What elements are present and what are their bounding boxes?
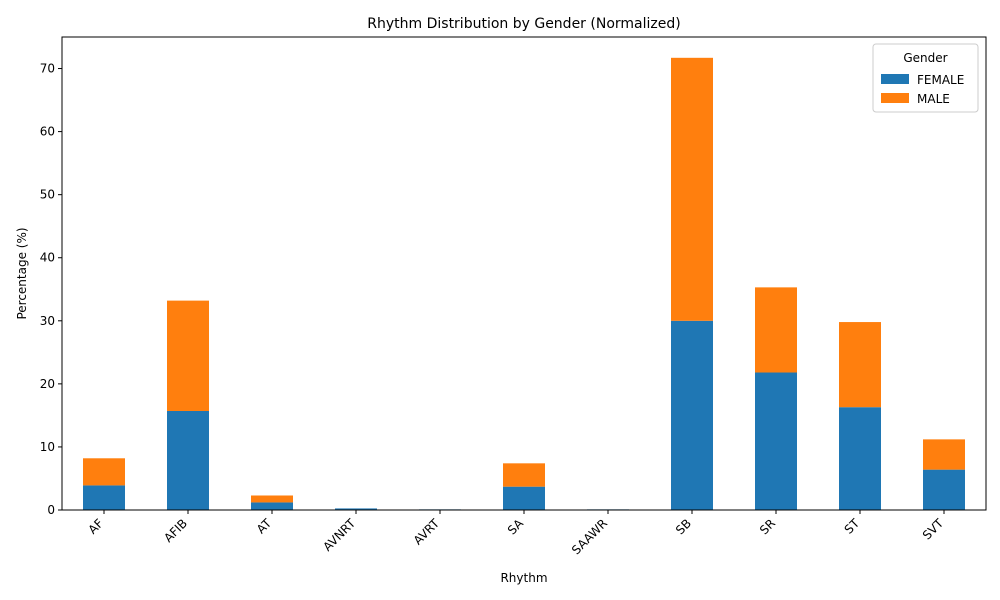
y-tick-label: 30 xyxy=(40,314,55,328)
bar-male-af xyxy=(83,458,125,486)
bar-male-sr xyxy=(755,287,797,373)
bar-male-at xyxy=(251,495,293,503)
y-tick-label: 40 xyxy=(40,251,55,265)
bar-male-st xyxy=(839,322,881,408)
bar-female-af xyxy=(83,485,125,510)
bar-female-sa xyxy=(503,486,545,510)
bar-female-svt xyxy=(923,469,965,510)
bar-female-sb xyxy=(671,320,713,510)
chart-title: Rhythm Distribution by Gender (Normalize… xyxy=(367,16,680,32)
y-axis-title: Percentage (%) xyxy=(15,227,29,319)
x-axis-title: Rhythm xyxy=(500,571,547,585)
y-tick-label: 70 xyxy=(40,62,55,76)
legend-label-female: FEMALE xyxy=(917,73,964,87)
bar-male-afib xyxy=(167,300,209,411)
bar-female-afib xyxy=(167,410,209,510)
y-tick-label: 10 xyxy=(40,440,55,454)
legend: Gender FEMALE MALE xyxy=(872,43,979,113)
y-axis: 0 10 20 30 40 50 60 70 xyxy=(40,62,62,517)
y-tick-label: 20 xyxy=(40,377,55,391)
bar-female-st xyxy=(839,407,881,510)
legend-title: Gender xyxy=(903,51,947,65)
y-tick-label: 60 xyxy=(40,125,55,139)
plot-frame xyxy=(61,36,987,511)
legend-swatch-female xyxy=(881,74,909,84)
bar-male-svt xyxy=(923,439,965,470)
bars-layer xyxy=(83,57,965,510)
bar-female-at xyxy=(251,502,293,510)
bar-female-sr xyxy=(755,372,797,510)
legend-swatch-male xyxy=(881,93,909,103)
bar-male-sa xyxy=(503,463,545,487)
y-tick-label: 0 xyxy=(47,503,55,517)
bar-male-sb xyxy=(671,57,713,321)
y-tick-label: 50 xyxy=(40,188,55,202)
legend-label-male: MALE xyxy=(917,92,950,106)
bar-female-avnrt xyxy=(335,508,377,510)
